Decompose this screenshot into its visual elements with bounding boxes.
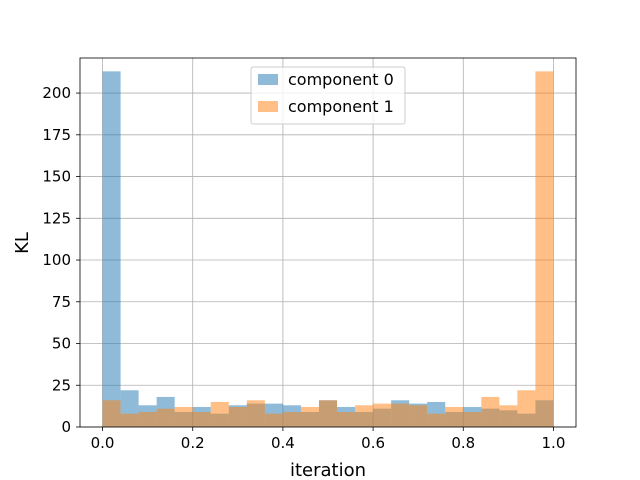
x-tick-label-1: 0.2 [181, 434, 205, 452]
y-tick-label-8: 200 [42, 84, 71, 102]
bar-component-0-bin-0 [102, 71, 121, 427]
x-tick-label-2: 0.4 [271, 434, 295, 452]
bar-component-1-bin-2 [138, 411, 157, 427]
bar-component-1-bin-13 [337, 411, 356, 427]
x-tick-label-0: 0.0 [91, 434, 115, 452]
x-tick-label-4: 0.8 [451, 434, 475, 452]
series-component-1-bars [102, 71, 554, 427]
bar-component-1-bin-3 [156, 408, 175, 427]
bar-component-1-bin-24 [535, 71, 554, 427]
legend-swatch-component-0 [258, 74, 278, 85]
bar-component-1-bin-4 [174, 406, 193, 427]
bar-component-1-bin-9 [264, 413, 283, 427]
legend-label-component-0: component 0 [288, 70, 394, 89]
bar-component-1-bin-19 [445, 406, 464, 427]
bar-component-1-bin-15 [373, 403, 392, 427]
bar-component-1-bin-16 [391, 403, 410, 427]
bar-component-1-bin-14 [355, 405, 374, 427]
legend-box [250, 66, 406, 125]
y-axis-label: KL [12, 232, 33, 254]
plot-frame [79, 57, 577, 428]
bar-component-1-bin-10 [282, 411, 301, 427]
y-tick-label-3: 75 [52, 293, 71, 311]
y-tick-label-0: 0 [61, 418, 71, 436]
bar-component-1-bin-20 [463, 411, 482, 427]
bar-component-1-bin-5 [192, 411, 211, 427]
y-tick-label-4: 100 [42, 251, 71, 269]
legend: component 0 component 1 [250, 66, 406, 125]
legend-label-component-1: component 1 [288, 97, 394, 116]
axis-ticks: 0.0 0.2 0.4 0.6 0.8 1.0 0 25 50 75 100 125 150 175 200 [42, 84, 565, 452]
bar-component-1-bin-8 [246, 400, 265, 427]
bar-component-1-bin-7 [228, 406, 247, 427]
bar-component-1-bin-21 [481, 396, 500, 427]
y-tick-label-5: 125 [42, 209, 71, 227]
y-tick-label-6: 150 [42, 168, 71, 186]
bar-component-1-bin-12 [318, 400, 338, 427]
bar-component-1-bin-18 [427, 413, 446, 427]
x-tick-label-5: 1.0 [542, 434, 566, 452]
bar-component-1-bin-6 [210, 401, 229, 427]
bar-component-1-bin-11 [300, 406, 319, 427]
legend-swatch-component-1 [258, 101, 278, 112]
bar-component-1-bin-23 [517, 390, 536, 427]
bar-component-1-bin-17 [409, 405, 428, 427]
y-tick-label-7: 175 [42, 126, 71, 144]
bar-component-1-bin-0 [102, 400, 121, 427]
y-tick-label-1: 25 [52, 376, 71, 394]
x-tick-label-3: 0.6 [361, 434, 385, 452]
x-axis-label: iteration [290, 460, 366, 480]
bar-component-1-bin-1 [120, 413, 139, 427]
bar-component-1-bin-22 [499, 405, 518, 427]
y-tick-label-2: 50 [52, 335, 71, 353]
